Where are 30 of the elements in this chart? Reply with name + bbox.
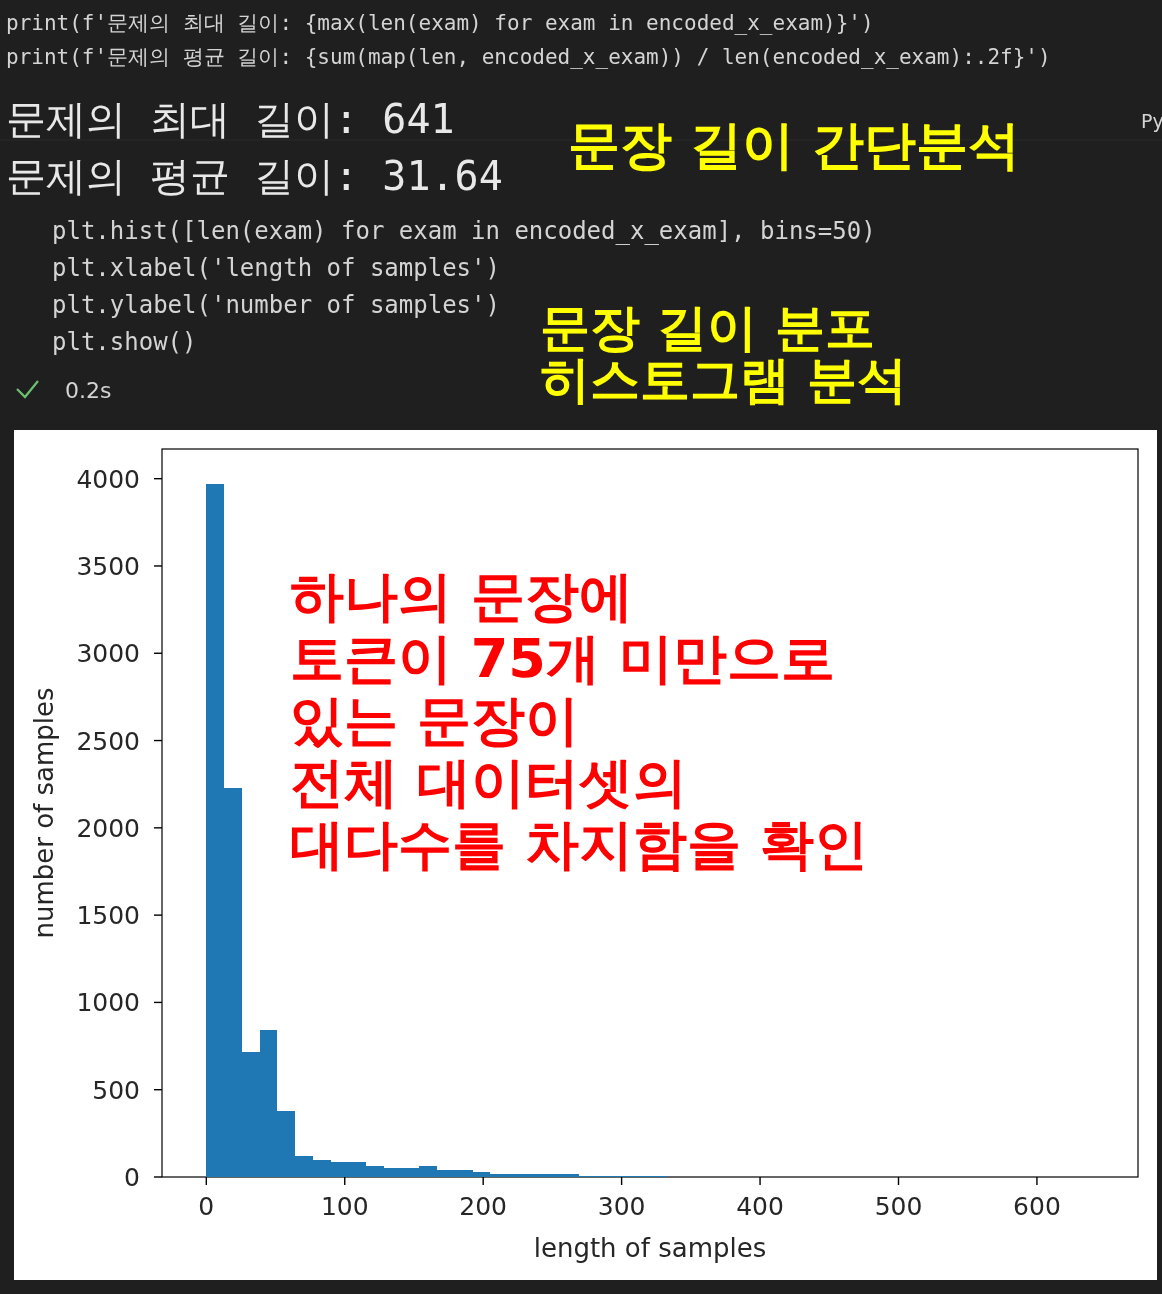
text: 문제의 평균 길이: 31.64 xyxy=(6,153,503,199)
y-tick-label: 3000 xyxy=(76,639,140,669)
text: 0.2s xyxy=(65,378,112,403)
text: plt.ylabel('number of samples') xyxy=(52,291,500,319)
y-tick-label: 500 xyxy=(92,1075,140,1105)
x-axis-title: length of samples xyxy=(533,1233,767,1263)
text: 문제의 최대 길이: 641 xyxy=(6,96,455,142)
y-tick-label: 0 xyxy=(124,1163,140,1192)
x-tick-label: 400 xyxy=(736,1192,784,1221)
text: plt.xlabel('length of samples') xyxy=(52,254,500,282)
y-tick-label: 1000 xyxy=(76,988,140,1018)
y-axis-title: number of samples xyxy=(29,687,59,939)
x-tick-label: 500 xyxy=(874,1192,923,1221)
y-tick-label: 1500 xyxy=(76,901,140,931)
y-tick-label: 3500 xyxy=(76,551,140,581)
text: 문장 길이 분포 히스토그램 분석 xyxy=(540,299,908,409)
y-tick-label: 4000 xyxy=(76,464,140,494)
y-tick-label: 2000 xyxy=(76,813,140,843)
x-tick-label: 0 xyxy=(198,1192,215,1221)
text: print(f'문제의 최대 길이: {max(len(exam) for exam in encoded_x_exam)}') xyxy=(6,11,874,35)
x-tick-label: 100 xyxy=(320,1192,369,1221)
y-tick-label: 2500 xyxy=(76,726,140,756)
x-tick-label: 600 xyxy=(1013,1192,1061,1221)
annotation: 하나의 문장에 토큰이 75개 미만으로 있는 문장이 전체 대이터셋의 대다수를 차지함을 확인 xyxy=(290,565,868,876)
text: print(f'문제의 평균 길이: {sum(map(len, encoded_x_exam)) / len(encoded_x_exam):.2f}') xyxy=(6,45,1051,69)
text: 문장 길이 간단분석 xyxy=(568,115,1021,175)
x-tick-label: 200 xyxy=(459,1192,508,1221)
text: plt.hist([len(exam) for exam in encoded_x_exam], bins=50) xyxy=(52,217,876,245)
text: plt.show() xyxy=(52,328,197,356)
x-tick-label: 300 xyxy=(597,1192,646,1221)
